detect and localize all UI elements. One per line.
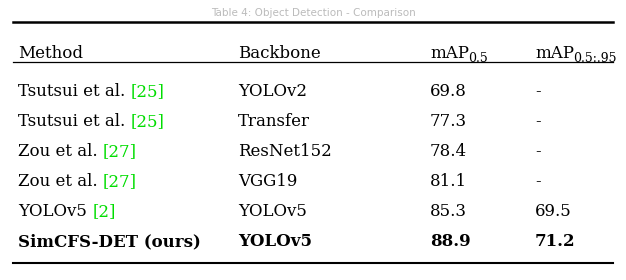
- Text: YOLOv2: YOLOv2: [238, 83, 307, 101]
- Text: Zou et al.: Zou et al.: [18, 174, 103, 190]
- Text: 88.9: 88.9: [430, 234, 471, 251]
- Text: ResNet152: ResNet152: [238, 143, 332, 160]
- Text: YOLOv5: YOLOv5: [238, 204, 307, 221]
- Text: Tsutsui et al.: Tsutsui et al.: [18, 113, 130, 130]
- Text: 69.5: 69.5: [535, 204, 572, 221]
- Text: 0.5:.95: 0.5:.95: [573, 52, 617, 64]
- Text: [25]: [25]: [130, 113, 165, 130]
- Text: 0.5: 0.5: [468, 52, 488, 64]
- Text: -: -: [535, 174, 541, 190]
- Text: Tsutsui et al.: Tsutsui et al.: [18, 83, 130, 101]
- Text: SimCFS-DET (ours): SimCFS-DET (ours): [18, 234, 201, 251]
- Text: [27]: [27]: [103, 174, 137, 190]
- Text: 85.3: 85.3: [430, 204, 467, 221]
- Text: Backbone: Backbone: [238, 45, 321, 62]
- Text: [25]: [25]: [130, 83, 165, 101]
- Text: Method: Method: [18, 45, 83, 62]
- Text: -: -: [535, 143, 541, 160]
- Text: -: -: [535, 113, 541, 130]
- Text: Transfer: Transfer: [238, 113, 310, 130]
- Text: 69.8: 69.8: [430, 83, 467, 101]
- Text: -: -: [535, 83, 541, 101]
- Text: Table 4: Object Detection - Comparison: Table 4: Object Detection - Comparison: [210, 8, 416, 18]
- Text: 71.2: 71.2: [535, 234, 576, 251]
- Text: 77.3: 77.3: [430, 113, 467, 130]
- Text: YOLOv5: YOLOv5: [238, 234, 312, 251]
- Text: Zou et al.: Zou et al.: [18, 143, 103, 160]
- Text: VGG19: VGG19: [238, 174, 297, 190]
- Text: YOLOv5: YOLOv5: [18, 204, 92, 221]
- Text: [27]: [27]: [103, 143, 137, 160]
- Text: mAP: mAP: [535, 45, 574, 62]
- Text: mAP: mAP: [430, 45, 469, 62]
- Text: 78.4: 78.4: [430, 143, 467, 160]
- Text: [2]: [2]: [92, 204, 116, 221]
- Text: 81.1: 81.1: [430, 174, 467, 190]
